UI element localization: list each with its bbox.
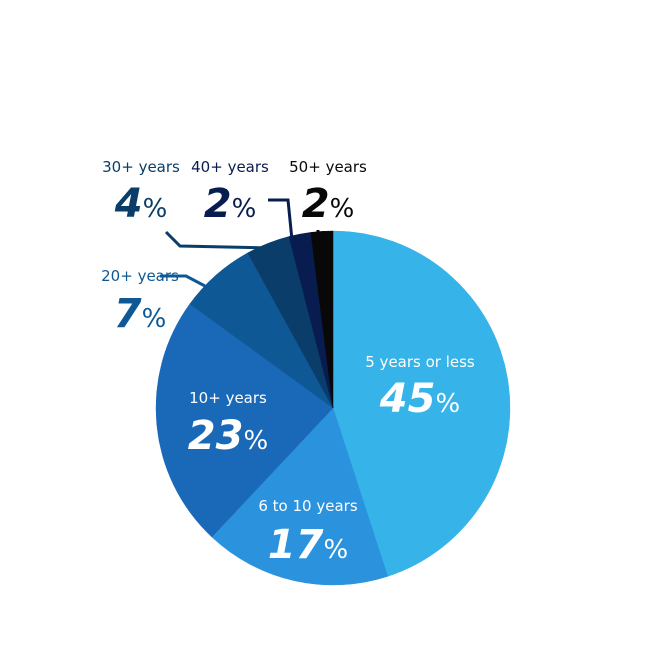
slice-labels: 5 years or less 45% 6 to 10 years 17% 10+ ye… xyxy=(101,158,475,568)
slice-value-30-years: 4% xyxy=(114,181,168,227)
leader-lines xyxy=(160,198,320,288)
slice-label-10-years: 10+ years xyxy=(189,389,267,407)
leader-line-40-years xyxy=(268,198,294,241)
pie-slices xyxy=(155,230,511,586)
slice-value-40-years: 2% xyxy=(204,181,257,227)
slice-label-6-to-10-years: 6 to 10 years xyxy=(258,497,357,515)
slice-label-5-years-or-less: 5 years or less xyxy=(365,353,475,371)
slice-value-6-to-10-years: 17% xyxy=(268,522,348,568)
pie-slice-6-to-10-years xyxy=(211,407,389,586)
slice-value-10-years: 23% xyxy=(188,413,268,459)
slice-value-20-years: 7% xyxy=(114,291,167,337)
slice-label-30-years: 30+ years xyxy=(102,158,180,176)
slice-label-20-years: 20+ years xyxy=(101,267,179,285)
leader-line-20-years xyxy=(160,274,206,288)
slice-value-50-years: 2% xyxy=(302,181,355,227)
slice-label-50-years: 50+ years xyxy=(289,158,367,176)
pie-slice-10-years xyxy=(155,303,334,538)
slice-value-5-years-or-less: 45% xyxy=(379,376,460,422)
slice-label-40-years: 40+ years xyxy=(191,158,269,176)
leader-line-30-years xyxy=(164,230,271,250)
pie-slice-50-years xyxy=(310,230,334,409)
pie-slice-5-years-or-less xyxy=(332,230,511,577)
